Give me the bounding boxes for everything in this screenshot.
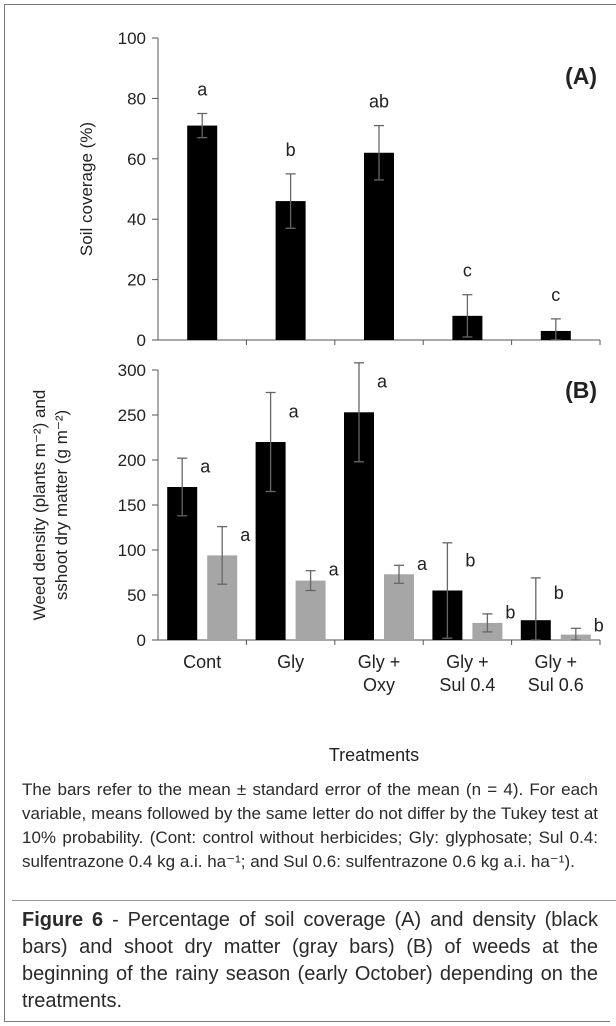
y-tick-label: 100: [118, 29, 146, 48]
figure-caption-text: - Percentage of soil coverage (A) and de…: [22, 909, 598, 1012]
y-tick-label: 40: [127, 210, 146, 229]
figure-caption: Figure 6 - Percentage of soil coverage (…: [22, 907, 598, 1015]
y-axis-label-line1: Weed density (plants m⁻²) and: [30, 390, 49, 621]
significance-letter: ab: [369, 92, 389, 112]
y-axis-label-line2: sshoot dry matter (g m⁻²): [52, 410, 71, 600]
x-category-label: Gly + Oxy: [358, 652, 401, 695]
significance-letter: b: [505, 602, 515, 622]
panel-b-weed-density: 0 50 100 150 200 250 300 (B) Weed density (plant…: [30, 361, 604, 650]
significance-letter: a: [240, 525, 251, 545]
significance-letter: c: [551, 285, 560, 305]
significance-letter: c: [463, 261, 472, 281]
y-axis-label: Soil coverage (%): [77, 122, 96, 256]
x-category-label: Gly + Sul 0.6: [528, 652, 584, 695]
y-tick-label: 300: [118, 361, 146, 380]
significance-letter: b: [286, 140, 296, 160]
figure-notes: The bars refer to the mean ± standard er…: [22, 778, 598, 874]
caption-divider: [12, 900, 616, 901]
significance-letter: a: [200, 457, 211, 477]
y-axis-label: Weed density (plants m⁻²) and sshoot dry …: [30, 390, 71, 621]
notes-text: The bars refer to the mean ± standard er…: [22, 780, 598, 871]
x-axis-categories: Cont Gly Gly + Oxy Gly + Sul 0.4 Gly + Sul 0.6: [183, 652, 584, 695]
significance-letter: b: [594, 615, 604, 635]
panel-label: (B): [565, 377, 597, 403]
bar: [364, 152, 394, 340]
figure-label: Figure 6: [22, 909, 104, 931]
bar: [384, 574, 414, 640]
x-category-label: Gly + Sul 0.4: [439, 652, 495, 695]
significance-letter: a: [197, 80, 208, 100]
y-tick-label: 150: [118, 496, 146, 515]
y-tick-label: 200: [118, 451, 146, 470]
y-tick-label: 250: [118, 406, 146, 425]
x-category-label: Gly: [277, 652, 304, 672]
x-axis-label: Treatments: [329, 745, 419, 765]
significance-letter: a: [417, 554, 428, 574]
significance-letter: a: [377, 372, 388, 392]
significance-letter: a: [329, 560, 340, 580]
panel-label: (A): [565, 63, 597, 89]
y-tick-label: 100: [118, 541, 146, 560]
bar: [187, 125, 218, 340]
y-tick-label: 80: [127, 89, 146, 108]
x-category-label: Cont: [183, 652, 221, 672]
significance-letter: b: [465, 551, 475, 571]
y-tick-label: 0: [137, 631, 146, 650]
significance-letter: a: [289, 401, 300, 421]
significance-letter: b: [554, 583, 564, 603]
y-tick-label: 60: [127, 150, 146, 169]
y-tick-label: 0: [137, 331, 146, 350]
y-tick-label: 20: [127, 271, 146, 290]
y-tick-label: 50: [127, 586, 146, 605]
